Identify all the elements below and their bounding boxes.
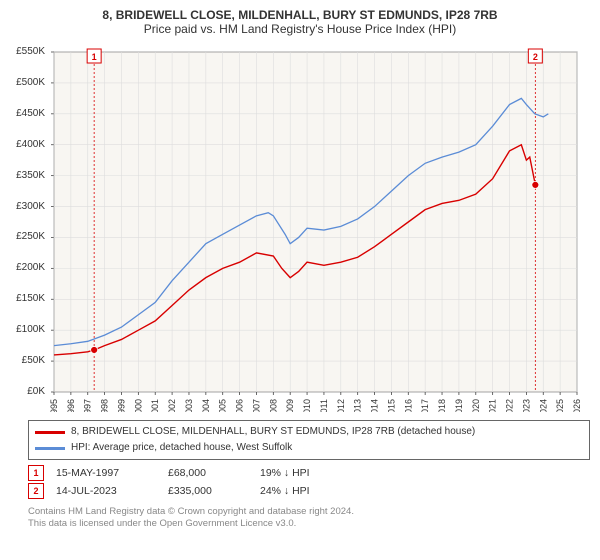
svg-text:1999: 1999 (116, 399, 126, 412)
svg-text:2023: 2023 (521, 399, 531, 412)
svg-text:2001: 2001 (150, 399, 160, 412)
transaction-date: 15-MAY-1997 (56, 464, 156, 482)
svg-text:1: 1 (92, 52, 97, 62)
svg-text:2003: 2003 (184, 399, 194, 412)
y-tick-label: £0K (3, 386, 45, 397)
svg-text:2008: 2008 (268, 399, 278, 412)
transaction-marker: 1 (28, 465, 44, 481)
svg-text:2016: 2016 (403, 399, 413, 412)
svg-text:2006: 2006 (235, 399, 245, 412)
transaction-date: 14-JUL-2023 (56, 482, 156, 500)
svg-text:2017: 2017 (420, 399, 430, 412)
svg-text:2005: 2005 (218, 399, 228, 412)
legend-label: 8, BRIDEWELL CLOSE, MILDENHALL, BURY ST … (71, 424, 475, 440)
legend-label: HPI: Average price, detached house, West… (71, 440, 292, 456)
footer-line-2: This data is licensed under the Open Gov… (28, 518, 572, 530)
footer-attribution: Contains HM Land Registry data © Crown c… (28, 506, 572, 531)
svg-text:2014: 2014 (370, 399, 380, 412)
svg-text:2026: 2026 (572, 399, 582, 412)
svg-text:2002: 2002 (167, 399, 177, 412)
svg-text:2013: 2013 (353, 399, 363, 412)
y-tick-label: £200K (3, 262, 45, 273)
legend-swatch (35, 431, 65, 434)
chart-title-main: 8, BRIDEWELL CLOSE, MILDENHALL, BURY ST … (0, 0, 600, 22)
svg-text:2021: 2021 (488, 399, 498, 412)
svg-text:2019: 2019 (454, 399, 464, 412)
transaction-row: 1 15-MAY-1997 £68,000 19% ↓ HPI (28, 464, 572, 482)
svg-text:2010: 2010 (302, 399, 312, 412)
transaction-delta: 19% ↓ HPI (260, 464, 320, 482)
svg-text:2000: 2000 (133, 399, 143, 412)
footer-line-1: Contains HM Land Registry data © Crown c… (28, 506, 572, 518)
transaction-marker: 2 (28, 483, 44, 499)
legend-item: HPI: Average price, detached house, West… (35, 440, 583, 456)
y-tick-label: £400K (3, 139, 45, 150)
svg-text:2007: 2007 (251, 399, 261, 412)
legend-item: 8, BRIDEWELL CLOSE, MILDENHALL, BURY ST … (35, 424, 583, 440)
y-tick-label: £500K (3, 77, 45, 88)
transaction-amount: £335,000 (168, 482, 248, 500)
y-tick-label: £550K (3, 46, 45, 57)
chart-plot: £0K£50K£100K£150K£200K£250K£300K£350K£40… (48, 42, 583, 412)
chart-svg: £0K£50K£100K£150K£200K£250K£300K£350K£40… (48, 42, 583, 412)
svg-text:1995: 1995 (49, 399, 59, 412)
svg-text:2024: 2024 (538, 399, 548, 412)
svg-text:2011: 2011 (319, 399, 329, 412)
transaction-row: 2 14-JUL-2023 £335,000 24% ↓ HPI (28, 482, 572, 500)
y-tick-label: £300K (3, 201, 45, 212)
chart-title-sub: Price paid vs. HM Land Registry's House … (0, 22, 600, 42)
y-tick-label: £150K (3, 293, 45, 304)
svg-text:2004: 2004 (201, 399, 211, 412)
svg-text:2012: 2012 (336, 399, 346, 412)
svg-text:1996: 1996 (66, 399, 76, 412)
svg-text:2025: 2025 (555, 399, 565, 412)
svg-text:2009: 2009 (285, 399, 295, 412)
svg-text:2018: 2018 (437, 399, 447, 412)
svg-text:1998: 1998 (100, 399, 110, 412)
y-tick-label: £350K (3, 170, 45, 181)
y-tick-label: £100K (3, 324, 45, 335)
transaction-amount: £68,000 (168, 464, 248, 482)
svg-text:2015: 2015 (386, 399, 396, 412)
transaction-list: 1 15-MAY-1997 £68,000 19% ↓ HPI 2 14-JUL-2023… (28, 464, 572, 500)
y-tick-label: £50K (3, 355, 45, 366)
svg-text:2022: 2022 (505, 399, 515, 412)
svg-text:1997: 1997 (83, 399, 93, 412)
legend-swatch (35, 447, 65, 450)
transaction-delta: 24% ↓ HPI (260, 482, 320, 500)
y-tick-label: £450K (3, 108, 45, 119)
y-tick-label: £250K (3, 231, 45, 242)
svg-text:2: 2 (533, 52, 538, 62)
svg-text:2020: 2020 (471, 399, 481, 412)
legend: 8, BRIDEWELL CLOSE, MILDENHALL, BURY ST … (28, 420, 590, 460)
